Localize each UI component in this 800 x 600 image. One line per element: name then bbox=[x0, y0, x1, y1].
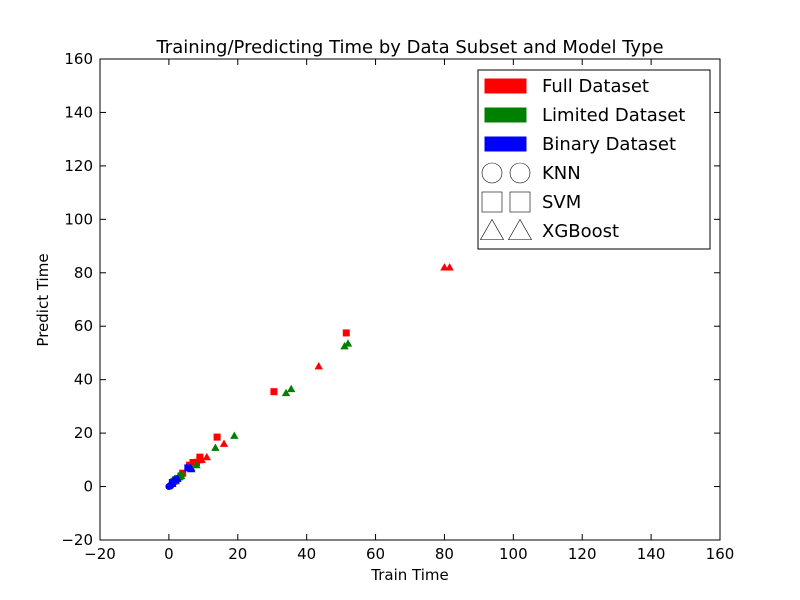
data-point-limited-xgboost bbox=[230, 431, 239, 439]
y-tick-label: 60 bbox=[74, 317, 93, 335]
data-point-full-xgboost bbox=[445, 263, 454, 271]
legend-label: SVM bbox=[542, 192, 581, 213]
y-tick-label: 100 bbox=[64, 210, 93, 228]
legend-swatch bbox=[484, 107, 527, 123]
x-tick-label: 100 bbox=[499, 545, 528, 563]
data-point-binary-xgboost bbox=[173, 474, 182, 482]
x-tick-label: 140 bbox=[637, 545, 666, 563]
data-point-full-xgboost bbox=[219, 439, 229, 447]
x-axis-label: Train Time bbox=[370, 566, 448, 584]
y-tick-label: 120 bbox=[64, 157, 93, 175]
data-point-binary-knn bbox=[167, 482, 175, 490]
data-point-full-svm bbox=[270, 388, 278, 396]
data-point-limited-xgboost bbox=[286, 384, 296, 393]
legend-label: Binary Dataset bbox=[542, 134, 676, 155]
data-point-binary-xgboost bbox=[187, 464, 196, 473]
y-tick-label: 140 bbox=[64, 103, 93, 121]
y-axis-label: Predict Time bbox=[34, 253, 52, 346]
y-tick-label: 80 bbox=[74, 264, 93, 282]
legend-triangle-icon bbox=[507, 218, 533, 240]
legend-label: Limited Dataset bbox=[542, 105, 685, 126]
x-tick-label: 60 bbox=[366, 545, 385, 563]
legend-swatch bbox=[484, 78, 527, 94]
legend: Full Dataset Limited Dataset Binary Datase… bbox=[477, 69, 711, 250]
plot-frame bbox=[99, 58, 721, 541]
legend-triangle-icon bbox=[479, 218, 505, 240]
data-point-limited-xgboost bbox=[211, 443, 220, 451]
y-tick-label: 20 bbox=[74, 424, 93, 442]
legend-swatch bbox=[484, 136, 527, 152]
y-tick-label: 40 bbox=[74, 371, 93, 389]
data-point-limited-xgboost bbox=[343, 339, 353, 347]
data-point-limited-xgboost bbox=[281, 388, 291, 397]
data-point-full-svm bbox=[213, 433, 221, 441]
axis-ticks: −20 0 20 40 60 80 100 120 140 160 −20 0 20 40 60 80 100 1… bbox=[61, 50, 734, 563]
legend-square-icon bbox=[509, 191, 531, 213]
legend-circle-icon bbox=[509, 162, 531, 184]
data-point-full-xgboost bbox=[197, 455, 206, 463]
data-point-full-xgboost bbox=[440, 263, 449, 271]
x-tick-label: 20 bbox=[228, 545, 247, 563]
y-tick-label: −20 bbox=[61, 531, 93, 549]
data-points bbox=[165, 263, 454, 491]
data-point-full-svm bbox=[342, 329, 350, 337]
legend-label: XGBoost bbox=[542, 221, 619, 242]
y-tick-label: 0 bbox=[83, 478, 93, 496]
data-point-full-xgboost bbox=[202, 452, 211, 461]
chart-title: Training/Predicting Time by Data Subset … bbox=[155, 37, 663, 58]
legend-label: Full Dataset bbox=[542, 76, 649, 97]
x-tick-label: 40 bbox=[297, 545, 316, 563]
x-tick-label: −20 bbox=[84, 545, 116, 563]
x-tick-label: 80 bbox=[435, 545, 454, 563]
y-tick-label: 160 bbox=[64, 50, 93, 68]
data-point-limited-xgboost bbox=[192, 460, 201, 469]
legend-box bbox=[477, 69, 711, 250]
data-point-full-xgboost bbox=[314, 362, 323, 370]
x-tick-label: 160 bbox=[706, 545, 735, 563]
legend-label: KNN bbox=[542, 163, 581, 184]
legend-square-icon bbox=[481, 191, 503, 213]
x-tick-label: 120 bbox=[568, 545, 597, 563]
legend-circle-icon bbox=[481, 162, 503, 184]
x-tick-label: 0 bbox=[164, 545, 174, 563]
